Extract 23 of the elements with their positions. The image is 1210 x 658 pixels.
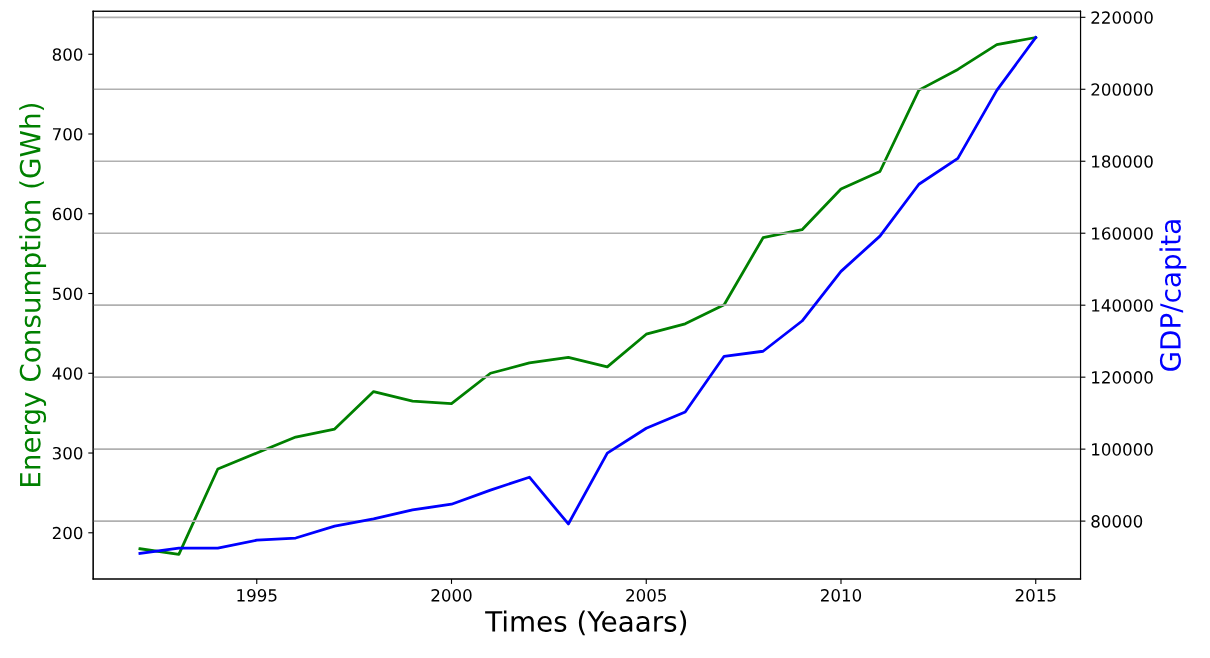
x-axis-title: Times (Yeaars): [485, 610, 687, 636]
y2-tick-label: 180000: [1092, 155, 1153, 168]
x-tick-label: 2000: [431, 589, 472, 602]
y-axis-title: Energy Consumption (GWh): [19, 103, 47, 486]
x-tick-label: 2005: [626, 589, 666, 602]
x-tick-label: 2010: [821, 589, 862, 602]
y-tick-label: 400: [52, 367, 83, 380]
y-tick-label: 700: [53, 127, 83, 141]
y-tick-label: 200: [52, 526, 83, 540]
y-tick-label: 800: [52, 48, 83, 61]
y2-tick-label: 160000: [1092, 227, 1153, 240]
y2-tick-label: 120000: [1092, 371, 1153, 384]
x-tick-label: 2015: [1015, 589, 1056, 602]
y2-tick-label: 100000: [1092, 443, 1153, 456]
y2-tick-label: 200000: [1091, 83, 1153, 96]
y-tick-label: 600: [52, 207, 83, 221]
y2-axis-title: GDP/capita: [1159, 220, 1187, 371]
y-tick-label: 500: [52, 287, 83, 301]
x-tick-label: 1995: [237, 589, 277, 602]
y2-tick-label: 140000: [1092, 299, 1153, 312]
y2-tick-label: 80000: [1091, 515, 1143, 528]
y2-tick-label: 220000: [1091, 11, 1153, 24]
y-tick-label: 300: [52, 446, 83, 460]
